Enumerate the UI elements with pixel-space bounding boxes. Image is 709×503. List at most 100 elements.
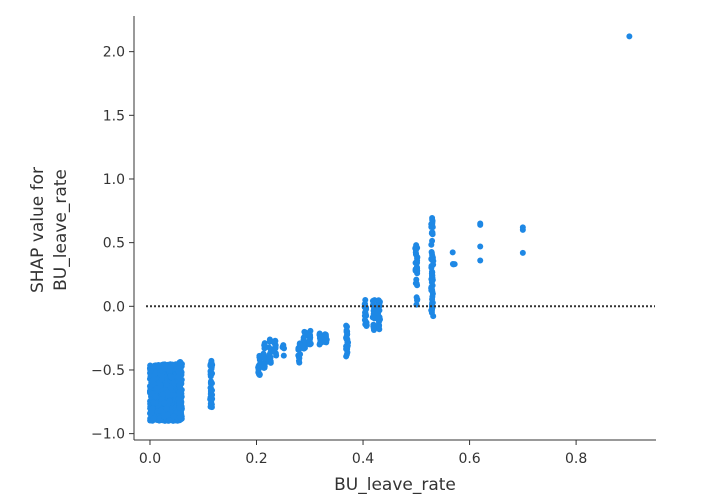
y-tick-label: 0.5 <box>103 236 125 252</box>
data-point <box>344 342 351 349</box>
data-point <box>428 308 435 315</box>
data-point <box>375 297 382 304</box>
data-point <box>295 352 302 359</box>
data-point <box>430 261 437 268</box>
data-point <box>161 365 168 372</box>
data-point <box>316 330 323 337</box>
data-point <box>163 381 170 388</box>
data-point <box>255 369 262 376</box>
data-point <box>176 382 183 389</box>
data-point <box>167 384 174 391</box>
data-point <box>176 389 183 396</box>
data-point <box>428 276 435 283</box>
data-point <box>307 341 314 348</box>
data-point <box>165 417 172 424</box>
data-point <box>361 316 368 323</box>
data-point <box>375 307 382 314</box>
data-point <box>295 344 302 351</box>
data-point <box>207 378 214 385</box>
data-point <box>267 354 274 361</box>
x-axis-label: BU_leave_rate <box>334 475 456 495</box>
data-point <box>477 243 484 250</box>
data-point <box>519 226 526 233</box>
y-axis-label-line-1: SHAP value for <box>28 167 48 293</box>
y-tick-label: −0.5 <box>91 363 125 379</box>
y-tick-label: 1.5 <box>103 108 125 124</box>
data-point <box>626 33 633 40</box>
data-point <box>150 376 157 383</box>
x-tick-label: 0.0 <box>139 451 161 467</box>
data-point <box>266 338 273 345</box>
data-point <box>414 282 421 289</box>
data-point <box>209 391 216 398</box>
data-point <box>176 400 183 407</box>
y-tick-label: 1.0 <box>103 172 125 188</box>
y-tick-label: 2.0 <box>103 45 125 61</box>
data-point <box>375 322 382 329</box>
data-point <box>477 257 484 264</box>
data-point <box>159 373 166 380</box>
data-point <box>159 391 166 398</box>
data-point <box>175 373 182 380</box>
data-point <box>150 399 157 406</box>
x-tick-label: 0.4 <box>352 451 374 467</box>
data-point <box>343 334 350 341</box>
x-tick-label: 0.2 <box>245 451 267 467</box>
data-point <box>428 270 435 277</box>
data-point <box>152 393 159 400</box>
y-tick-label: −1.0 <box>91 427 125 443</box>
data-point <box>370 325 377 332</box>
data-point <box>272 343 279 350</box>
data-point <box>413 266 420 273</box>
y-axis-label-line-2: BU_leave_rate <box>51 169 71 291</box>
data-point <box>343 328 350 335</box>
data-point <box>429 229 436 236</box>
data-point <box>156 417 163 424</box>
data-point <box>429 254 436 261</box>
data-point <box>209 387 216 394</box>
data-point <box>273 352 280 359</box>
data-point <box>280 342 287 349</box>
data-point <box>272 337 279 344</box>
data-point <box>477 221 484 228</box>
data-point <box>519 249 526 256</box>
data-point <box>369 314 376 321</box>
data-point <box>429 296 436 303</box>
x-tick-label: 0.8 <box>565 451 587 467</box>
data-point <box>176 359 183 366</box>
data-point <box>363 322 370 329</box>
data-point <box>168 374 175 381</box>
data-point <box>157 407 164 414</box>
data-point <box>414 259 421 266</box>
data-point <box>375 315 382 322</box>
x-axis-ticks: 0.0 0.2 0.4 0.6 0.8 <box>139 440 587 467</box>
data-point <box>429 237 436 244</box>
data-point <box>280 352 287 359</box>
data-point <box>148 409 155 416</box>
data-point <box>150 415 157 422</box>
data-point <box>146 383 153 390</box>
scatter-points <box>146 33 633 424</box>
data-point <box>343 322 350 329</box>
data-point <box>209 370 216 377</box>
data-point <box>153 385 160 392</box>
data-point <box>428 285 435 292</box>
y-tick-label: 0.0 <box>103 299 125 315</box>
data-point <box>413 294 420 301</box>
data-point <box>300 343 307 350</box>
data-point <box>322 331 329 338</box>
data-point <box>176 410 183 417</box>
data-point <box>175 368 182 375</box>
data-point <box>150 364 157 371</box>
data-point <box>449 249 456 256</box>
data-point <box>167 364 174 371</box>
data-point <box>164 389 171 396</box>
data-point <box>163 405 170 412</box>
data-point <box>164 412 171 419</box>
data-point <box>363 306 370 313</box>
data-point <box>450 261 457 268</box>
data-point <box>413 242 420 249</box>
data-point <box>362 311 369 318</box>
data-point <box>306 336 313 343</box>
